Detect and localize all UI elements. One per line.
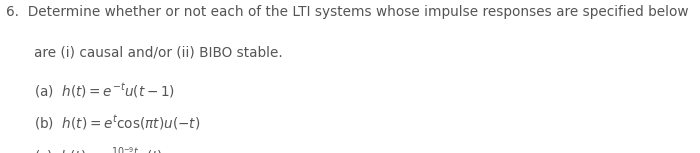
Text: (b)  $h(t) = e^{t}\cos(\pi t)u(-t)$: (b) $h(t) = e^{t}\cos(\pi t)u(-t)$ (34, 113, 200, 132)
Text: (a)  $h(t) = e^{-t}u(t-1)$: (a) $h(t) = e^{-t}u(t-1)$ (34, 81, 174, 100)
Text: are (i) causal and/or (ii) BIBO stable.: are (i) causal and/or (ii) BIBO stable. (34, 46, 282, 60)
Text: (c)  $h(t) = e^{10^{-9}t}u(t)$: (c) $h(t) = e^{10^{-9}t}u(t)$ (34, 145, 162, 153)
Text: 6.  Determine whether or not each of the LTI systems whose impulse responses are: 6. Determine whether or not each of the … (6, 5, 688, 19)
